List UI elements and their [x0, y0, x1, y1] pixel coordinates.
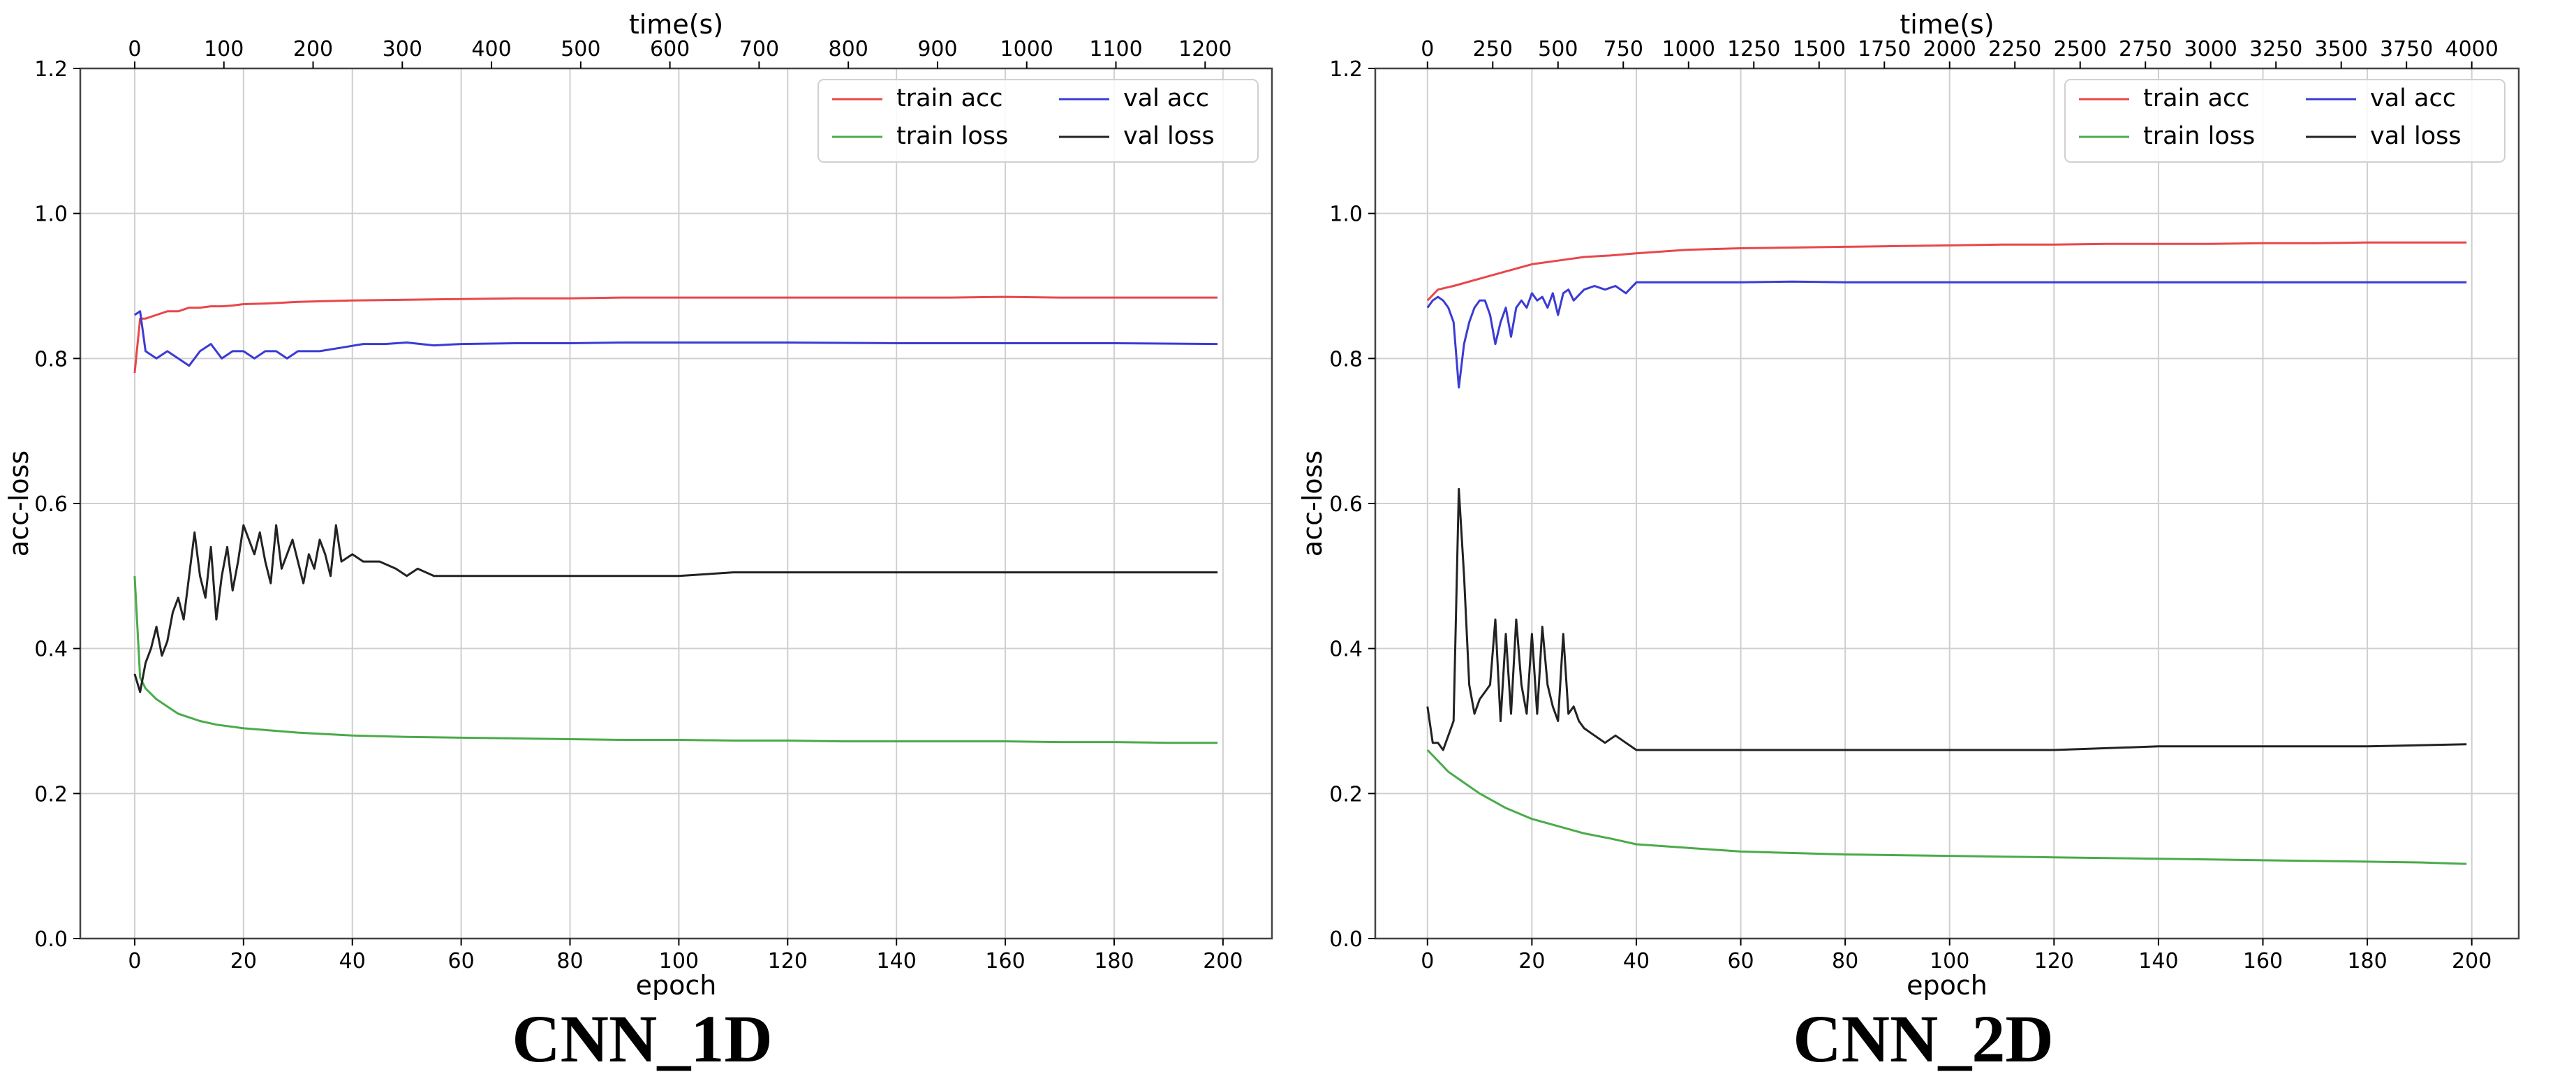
top-tick-label: 3500 — [2315, 37, 2368, 61]
x-tick-label: 60 — [448, 949, 475, 973]
panel-caption: CNN_2D — [1793, 1001, 2053, 1076]
x-tick-label: 140 — [877, 949, 917, 973]
top-tick-label: 1200 — [1178, 37, 1231, 61]
top-tick-label: 1000 — [1662, 37, 1715, 61]
series-line-val-acc — [134, 310, 1218, 367]
x-tick-label: 200 — [1203, 949, 1243, 973]
series-line-train-acc — [1426, 241, 2467, 302]
y-tick-label: 1.0 — [1329, 203, 1363, 227]
chart-panel-cnn_2d: 0 20 40 60 80 100 120 140 160 180 200 0.0 0.2 0.4 0.6 0… — [1297, 9, 2520, 1076]
top-tick-label: 500 — [1538, 37, 1578, 61]
top-tick-label: 2000 — [1923, 37, 1976, 61]
top-tick-label: 600 — [650, 37, 690, 61]
legend-label: val loss — [1123, 122, 1215, 150]
top-tick-label: 1750 — [1858, 37, 1911, 61]
top-tick-label: 3000 — [2184, 37, 2237, 61]
top-tick-label: 3250 — [2249, 37, 2302, 61]
x-tick-label: 80 — [1832, 949, 1858, 973]
y-tick-label: 0.0 — [34, 927, 68, 952]
x-tick-label: 0 — [1421, 949, 1434, 973]
x-tick-label: 200 — [2452, 949, 2492, 973]
y-tick-label: 1.0 — [34, 203, 68, 227]
x-axis-title: epoch — [636, 970, 717, 1001]
x-tick-label: 120 — [2034, 949, 2074, 973]
top-tick-label: 300 — [383, 37, 422, 61]
legend-label: val loss — [2370, 122, 2462, 150]
legend-box — [2064, 79, 2505, 163]
y-tick-label: 0.6 — [34, 492, 68, 517]
x-tick-label: 100 — [1930, 949, 1969, 973]
top-tick-label: 3750 — [2380, 37, 2433, 61]
legend: train acc val acc train loss val loss — [2064, 79, 2505, 163]
y-tick-label: 0.8 — [34, 347, 68, 372]
x-tick-label: 100 — [659, 949, 699, 973]
top-axis-title: time(s) — [629, 9, 723, 40]
y-tick-label: 0.4 — [34, 638, 68, 662]
top-tick-label: 250 — [1473, 37, 1513, 61]
legend-label: train loss — [2143, 122, 2255, 150]
top-tick-label: 200 — [293, 37, 333, 61]
x-tick-label: 120 — [768, 949, 808, 973]
y-tick-label: 0.0 — [1329, 927, 1363, 952]
top-tick-label: 2750 — [2119, 37, 2172, 61]
x-tick-label: 180 — [2347, 949, 2387, 973]
panel-caption: CNN_1D — [512, 1001, 772, 1076]
x-tick-label: 140 — [2138, 949, 2178, 973]
y-tick-label: 0.4 — [1329, 638, 1363, 662]
top-tick-label: 400 — [471, 37, 511, 61]
chart-panel-cnn_1d: 0 20 40 60 80 100 120 140 160 180 200 0.0 0.2 0.4 0.6 0… — [3, 9, 1273, 1076]
y-tick-label: 0.8 — [1329, 347, 1363, 372]
top-tick-label: 0 — [1421, 37, 1434, 61]
legend-box — [817, 79, 1259, 163]
top-tick-label: 1100 — [1089, 37, 1142, 61]
y-tick-label: 0.6 — [1329, 492, 1363, 517]
x-axis-title: epoch — [1907, 970, 1987, 1001]
series-line-val-acc — [1426, 280, 2467, 389]
x-tick-label: 40 — [339, 949, 366, 973]
top-tick-label: 0 — [128, 37, 141, 61]
top-tick-label: 1250 — [1727, 37, 1780, 61]
top-axis-title: time(s) — [1900, 9, 1994, 40]
top-tick-label: 750 — [1604, 37, 1643, 61]
top-tick-label: 800 — [829, 37, 868, 61]
top-tick-label: 100 — [204, 37, 244, 61]
top-tick-label: 1000 — [1000, 37, 1053, 61]
series-line-train-loss — [133, 575, 1218, 744]
x-tick-label: 60 — [1727, 949, 1754, 973]
top-tick-label: 2500 — [2054, 37, 2107, 61]
legend-label: val acc — [2370, 84, 2456, 112]
x-tick-label: 180 — [1094, 949, 1134, 973]
y-tick-label: 0.2 — [34, 782, 68, 807]
x-tick-label: 20 — [1518, 949, 1545, 973]
series-line-train-acc — [133, 295, 1218, 374]
legend-label: train acc — [2143, 84, 2250, 112]
top-tick-label: 1500 — [1793, 37, 1846, 61]
x-tick-label: 80 — [556, 949, 583, 973]
y-axis-title: acc-loss — [1297, 450, 1328, 557]
legend: train acc val acc train loss val loss — [817, 79, 1259, 163]
y-tick-label: 1.2 — [34, 57, 68, 82]
top-tick-label: 900 — [917, 37, 957, 61]
series-line-val-loss — [1426, 487, 2467, 751]
legend-label: val acc — [1123, 84, 1209, 112]
legend-label: train acc — [896, 84, 1003, 112]
x-tick-label: 160 — [985, 949, 1025, 973]
top-tick-label: 500 — [561, 37, 600, 61]
y-tick-label: 0.2 — [1329, 782, 1363, 807]
top-tick-label: 2250 — [1988, 37, 2041, 61]
series-line-train-loss — [1426, 749, 2467, 865]
x-tick-label: 20 — [230, 949, 257, 973]
series-line-val-loss — [133, 524, 1218, 693]
x-tick-label: 40 — [1623, 949, 1650, 973]
y-axis-title: acc-loss — [3, 450, 34, 557]
x-tick-label: 160 — [2243, 949, 2283, 973]
x-tick-label: 0 — [128, 949, 141, 973]
top-tick-label: 4000 — [2445, 37, 2499, 61]
top-tick-label: 700 — [739, 37, 779, 61]
y-tick-label: 1.2 — [1329, 57, 1363, 82]
legend-label: train loss — [896, 122, 1008, 150]
